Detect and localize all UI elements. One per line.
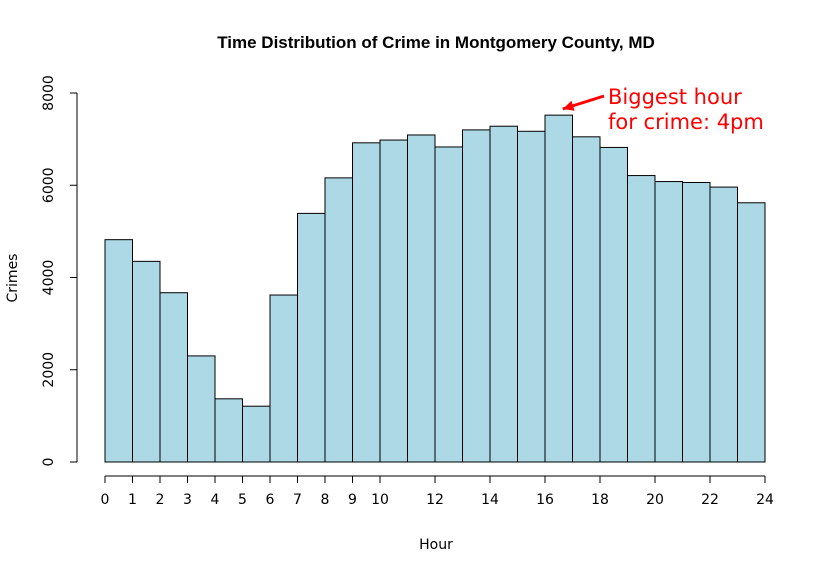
bar-hour-5 [242, 405, 271, 463]
x-tick-label: 8 [321, 492, 330, 508]
x-tick-label: 22 [701, 492, 719, 508]
x-axis-label: Hour [419, 537, 453, 553]
bar-hour-4 [214, 398, 243, 463]
bar-hour-7 [297, 212, 326, 463]
bar-hour-0 [104, 239, 133, 463]
bar-hour-17 [572, 136, 601, 463]
bar-hour-23 [737, 202, 766, 463]
annotation-arrow-head [562, 100, 575, 111]
y-tick-label: 4000 [41, 260, 57, 296]
bar-hour-11 [407, 134, 436, 463]
x-tick-label: 14 [481, 492, 499, 508]
x-tick-label: 20 [646, 492, 664, 508]
bar-hour-15 [517, 130, 546, 463]
y-tick-label: 8000 [41, 75, 57, 111]
bar-hour-9 [352, 142, 381, 463]
chart-title: Time Distribution of Crime in Montgomery… [217, 33, 655, 52]
x-tick-label: 3 [183, 492, 192, 508]
x-tick-label: 4 [211, 492, 220, 508]
bar-hour-12 [434, 146, 463, 463]
bar-hour-18 [599, 146, 628, 463]
x-tick-label: 10 [371, 492, 389, 508]
y-axis: 0 2000 4000 6000 8000 [41, 75, 78, 467]
x-tick-label: 12 [426, 492, 444, 508]
bar-hour-2 [159, 292, 188, 463]
x-tick-label: 5 [238, 492, 247, 508]
bar-hour-6 [269, 294, 298, 463]
x-tick-label: 2 [156, 492, 165, 508]
y-axis-label: Crimes [5, 254, 21, 303]
bar-hour-19 [627, 175, 656, 463]
bar-hour-22 [709, 186, 738, 463]
x-tick-label: 0 [101, 492, 110, 508]
bar-hour-14 [489, 125, 518, 463]
annotation: Biggest hour for crime: 4pm [562, 85, 764, 134]
bar-hour-1 [132, 260, 161, 463]
x-tick-label: 1 [128, 492, 137, 508]
bar-hour-3 [187, 355, 216, 463]
x-tick-label: 24 [756, 492, 774, 508]
y-tick-label: 0 [41, 458, 57, 467]
bar-hour-21 [682, 181, 711, 463]
x-axis: 0 1 2 3 4 5 6 7 8 9 10 12 14 16 18 20 22 24 [101, 475, 774, 508]
bar-hour-8 [324, 177, 353, 463]
y-tick-label: 6000 [41, 167, 57, 203]
y-tick-label: 2000 [41, 352, 57, 388]
annotation-line-2: for crime: 4pm [608, 110, 764, 134]
x-tick-label: 9 [348, 492, 357, 508]
x-tick-label: 7 [293, 492, 302, 508]
x-tick-label: 18 [591, 492, 609, 508]
x-tick-label: 16 [536, 492, 554, 508]
bars-group [104, 114, 766, 463]
bar-hour-20 [654, 181, 683, 463]
bar-hour-16 [544, 114, 573, 463]
bar-hour-10 [379, 139, 408, 463]
x-tick-label: 6 [266, 492, 275, 508]
bar-hour-13 [462, 129, 491, 463]
annotation-line-1: Biggest hour [608, 85, 742, 109]
